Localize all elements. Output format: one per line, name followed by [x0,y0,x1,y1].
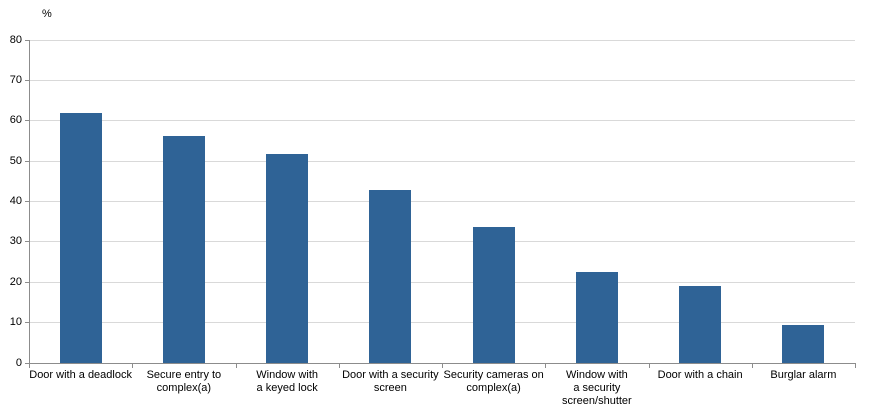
category-label: Window with a security screen/shutter [562,369,632,407]
y-tick-label: 0 [15,356,22,369]
y-axis-tick [25,201,29,203]
y-axis-tick [25,281,29,283]
category-label: Secure entry to complex(a) [146,369,222,394]
x-axis-tick [545,364,547,368]
bar [679,285,722,363]
y-tick-label: 60 [9,114,22,127]
y-tick-label: 30 [9,235,22,248]
category-label: Door with a security screen [342,369,439,394]
y-axis-tick [25,120,29,122]
x-axis-tick [648,364,650,368]
x-axis-tick [132,364,134,368]
gridline [29,39,855,41]
gridline [29,241,855,243]
x-axis-tick [751,364,753,368]
x-axis-tick [235,364,237,368]
y-axis-tick [25,160,29,162]
y-tick-label: 50 [9,154,22,167]
bar [369,190,412,363]
bar [162,135,205,363]
bar [266,154,309,363]
y-axis-tick [25,241,29,243]
bar [59,112,102,363]
y-tick-label: 40 [9,195,22,208]
category-label: Door with a chain [657,369,743,381]
bar [472,226,515,363]
x-axis-tick [442,364,443,368]
y-axis-tick [25,39,29,41]
x-axis-tick [855,364,856,368]
gridline [29,201,855,203]
category-label: Security cameras on complex(a) [443,369,544,394]
bar [575,271,618,363]
x-axis-tick [338,364,340,368]
x-axis [29,363,856,364]
y-axis-tick [25,80,29,82]
y-tick-label: 10 [9,316,22,329]
gridline [29,80,855,82]
category-label: Window with a keyed lock [256,369,318,394]
y-axis-unit-label: % [42,8,52,20]
y-tick-label: 70 [9,74,22,87]
y-axis-tick [25,362,29,364]
category-label: Burglar alarm [770,369,837,381]
y-tick-label: 20 [9,275,22,288]
y-tick-label: 80 [9,33,22,46]
gridline [29,120,855,122]
gridline [29,160,855,162]
category-label: Door with a deadlock [29,369,132,381]
y-axis-tick [25,322,29,324]
y-axis [29,40,30,363]
gridline [29,322,855,324]
x-axis-tick [29,364,30,368]
gridline [29,281,855,283]
bar [782,325,825,363]
